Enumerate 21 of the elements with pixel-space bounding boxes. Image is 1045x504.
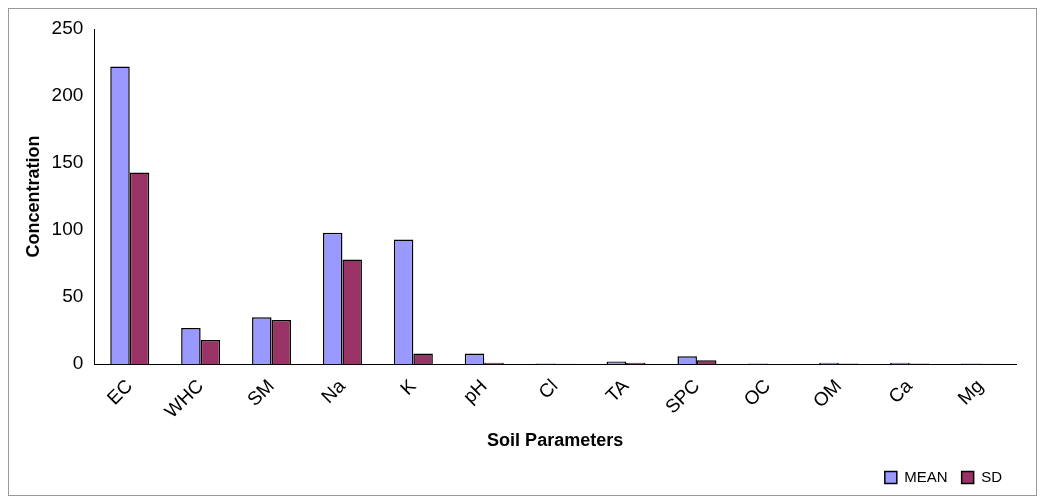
x-tick-label: Cl — [534, 374, 562, 403]
x-tick-label: OM — [808, 374, 846, 412]
legend-label: MEAN — [904, 467, 948, 485]
x-tick-label: EC — [102, 374, 137, 409]
y-tick-label: 250 — [51, 17, 84, 39]
legend-label: SD — [981, 467, 1003, 485]
x-tick-label: Na — [316, 374, 350, 407]
x-tick-label: OC — [739, 374, 775, 410]
x-tick-label: K — [396, 374, 421, 399]
y-tick-label: 0 — [72, 352, 84, 374]
x-tick-label: Ca — [884, 374, 917, 407]
y-tick-label: 150 — [51, 151, 84, 173]
y-tick-label: 100 — [51, 218, 84, 240]
y-axis-title: Concentration — [22, 135, 43, 258]
x-axis-title: Soil Parameters — [487, 430, 624, 451]
y-tick-label: 50 — [62, 285, 84, 307]
x-tick-label: TA — [601, 374, 633, 406]
y-tick-label: 200 — [51, 84, 84, 106]
x-tick-label: SM — [243, 374, 279, 410]
x-tick-label: Mg — [953, 374, 988, 409]
x-tick-label: pH — [458, 374, 491, 407]
